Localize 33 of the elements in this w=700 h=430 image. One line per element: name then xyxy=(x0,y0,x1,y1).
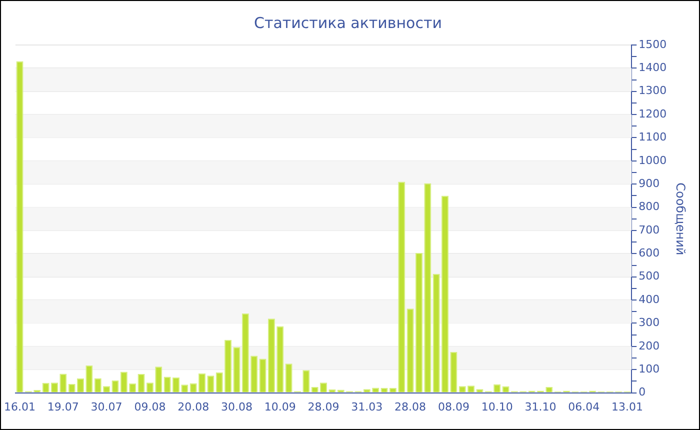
y-tick-label: 500 xyxy=(638,270,660,283)
y-tick-label: 1300 xyxy=(638,84,667,98)
y-tick-label: 1400 xyxy=(638,61,667,74)
x-tick-label: 06.04 xyxy=(568,400,600,414)
y-tick-label: 900 xyxy=(638,176,660,190)
x-tick-label: 08.09 xyxy=(438,400,470,414)
y-tick-label: 200 xyxy=(638,339,660,352)
y-tick-label: 1100 xyxy=(638,130,667,144)
x-tick-label: 10.10 xyxy=(481,400,513,414)
x-tick-label: 30.08 xyxy=(220,400,252,414)
y-tick-label: 1000 xyxy=(638,154,667,167)
y-axis-title: Сообщений xyxy=(674,182,688,256)
y-tick-label: 300 xyxy=(638,316,660,330)
x-tick-label: 16.01 xyxy=(4,400,36,414)
x-tick-label: 20.08 xyxy=(178,400,210,414)
x-tick-label: 10.09 xyxy=(264,400,296,414)
x-tick-label: 28.08 xyxy=(394,400,426,414)
chart-title: Статистика активности xyxy=(254,14,442,32)
y-tick-label: 400 xyxy=(638,292,660,306)
y-tick-label: 100 xyxy=(638,362,660,376)
x-tick-label: 28.09 xyxy=(308,400,340,414)
x-tick-label: 19.07 xyxy=(47,400,79,414)
x-tick-label: 31.03 xyxy=(351,400,383,414)
y-tick-label: 600 xyxy=(638,246,660,260)
y-tick-label: 700 xyxy=(638,223,660,236)
x-tick-label: 13.01 xyxy=(612,400,644,414)
x-tick-label: 30.07 xyxy=(90,400,122,414)
y-tick-label: 0 xyxy=(638,386,646,399)
y-tick-label: 1200 xyxy=(638,107,667,120)
y-tick-label: 1500 xyxy=(638,38,667,51)
x-tick-label: 31.10 xyxy=(524,400,556,414)
x-tick-label: 09.08 xyxy=(134,400,166,414)
y-tick-label: 800 xyxy=(638,200,660,214)
